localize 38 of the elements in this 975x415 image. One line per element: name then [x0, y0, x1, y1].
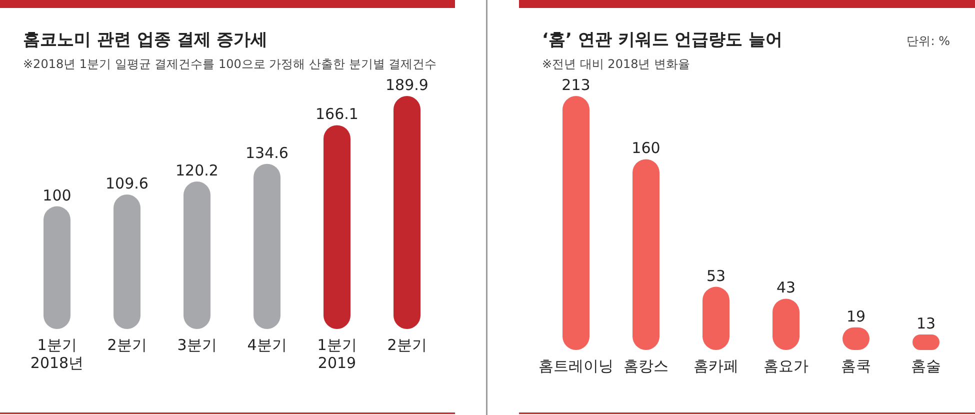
x-tick-label: 2분기 — [107, 336, 147, 354]
data-label: 13 — [916, 314, 936, 332]
data-label: 53 — [706, 266, 726, 285]
data-label: 189.9 — [386, 76, 428, 94]
bar — [702, 286, 730, 350]
bar — [324, 125, 350, 329]
x-tick-label: 홈술 — [911, 357, 941, 375]
data-label: 43 — [776, 278, 796, 297]
chart-title: ‘홈’ 연관 키워드 언급량도 늘어 — [542, 30, 783, 50]
chart-subtitle: ※2018년 1분기 일평균 결제건수를 100으로 가정해 산출한 분기별 결제건수 — [23, 57, 437, 71]
x-tick-label: 홈트레이닝 — [538, 357, 614, 375]
data-label: 213 — [562, 76, 590, 94]
data-label: 109.6 — [106, 174, 148, 193]
x-tick-label: 홈쿡 — [841, 357, 871, 375]
bar — [394, 96, 420, 329]
bar — [632, 159, 660, 350]
x-tick-label: 1분기 2018년 — [30, 336, 84, 372]
chart-title: 홈코노미 관련 업종 결제 증가세 — [23, 30, 268, 50]
chart-subtitle: ※전년 대비 2018년 변화율 — [542, 57, 690, 71]
bar — [184, 182, 210, 329]
data-label: 134.6 — [246, 144, 288, 162]
data-label: 19 — [846, 307, 866, 326]
x-tick-label: 3분기 — [177, 336, 217, 354]
data-label: 160 — [632, 139, 660, 158]
x-tick-label: 홈캉스 — [624, 357, 668, 375]
bar — [562, 96, 590, 350]
x-tick-label: 홈요가 — [764, 357, 808, 375]
x-tick-label: 홈카페 — [694, 357, 738, 375]
x-tick-label: 2분기 — [387, 336, 427, 354]
text: 단위: % — [906, 34, 950, 48]
bar — [114, 194, 140, 329]
data-label: 100 — [42, 186, 72, 204]
data-label: 166.1 — [316, 105, 358, 124]
x-tick-label: 4분기 — [247, 336, 287, 354]
x-tick-label: 1분기 2019 — [317, 336, 357, 372]
bar — [254, 164, 280, 329]
data-label: 120.2 — [176, 162, 218, 180]
bar — [44, 206, 70, 329]
